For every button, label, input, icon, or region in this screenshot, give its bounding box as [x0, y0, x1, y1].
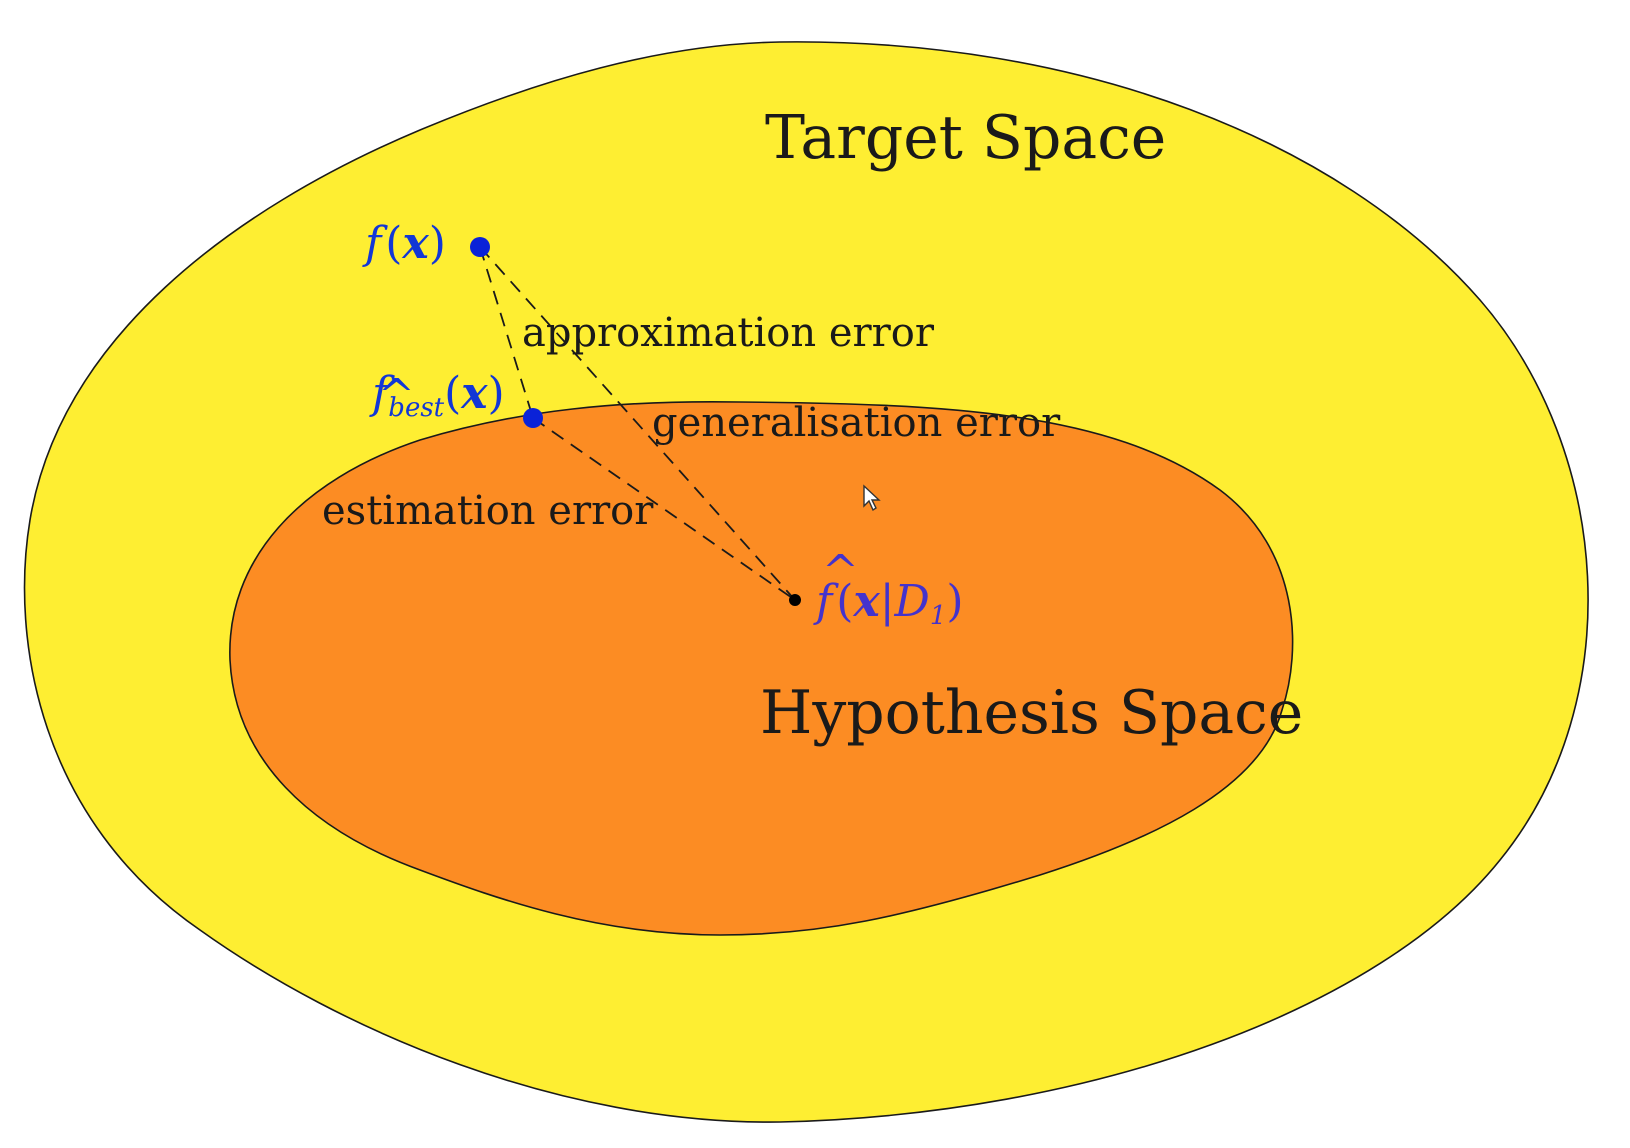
- f-best-label: fbest(x): [369, 368, 505, 423]
- f-hat-bar: |: [880, 576, 895, 627]
- f-true-open: (: [385, 218, 402, 269]
- f-true-point: [470, 237, 490, 257]
- f-true-label: f(x): [362, 218, 446, 269]
- generalisation-error-line: [479, 246, 796, 601]
- hypothesis-space-region: [229, 400, 1294, 936]
- f-hat-point: [789, 594, 801, 606]
- f-best-sub: best: [388, 393, 444, 423]
- f-hat-label: f(x|D1): [813, 576, 964, 631]
- f-hat-D: D: [894, 576, 930, 627]
- hypothesis-space-label: Hypothesis Space: [760, 678, 1303, 748]
- generalisation-error-label: generalisation error: [652, 400, 1061, 446]
- target-space-label: Target Space: [765, 103, 1166, 173]
- f-best-point: [523, 408, 543, 428]
- approximation-error-line: [479, 246, 534, 419]
- f-hat-x: x: [852, 576, 880, 627]
- f-true-x: x: [401, 218, 429, 269]
- f-hat-open: (: [836, 576, 853, 627]
- mouse-cursor-icon: [863, 484, 881, 512]
- f-hat-D-sub: 1: [930, 601, 947, 631]
- f-hat-hat: ^: [822, 546, 859, 597]
- estimation-error-label: estimation error: [322, 488, 654, 534]
- f-best-x: x: [460, 368, 488, 419]
- estimation-error-line: [532, 417, 796, 601]
- f-hat-close: ): [946, 576, 963, 627]
- f-best-hat: ^: [378, 370, 415, 421]
- approximation-error-label: approximation error: [522, 310, 935, 356]
- f-best-close: ): [488, 368, 505, 419]
- f-true-close: ): [429, 218, 446, 269]
- f-best-open: (: [444, 368, 461, 419]
